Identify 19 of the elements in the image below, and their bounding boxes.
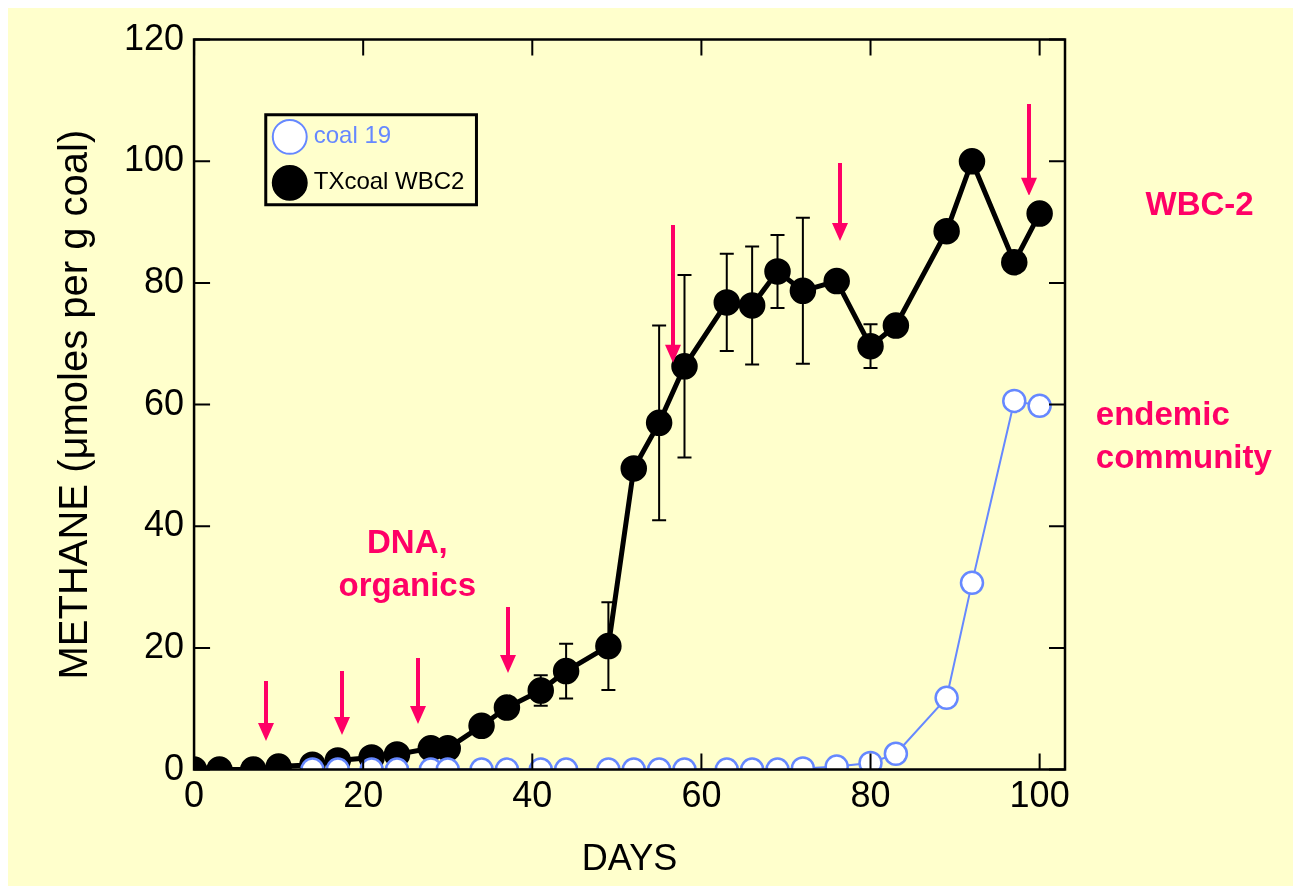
x-tick-label: 80 xyxy=(850,774,891,816)
text: WBC-2 xyxy=(1144,184,1255,225)
legend-label: coal 19 xyxy=(313,121,392,149)
legend-label: TXcoal WBC2 xyxy=(313,167,465,195)
x-axis-title: DAYS xyxy=(581,837,678,879)
y-tick-label: 20 xyxy=(144,624,185,666)
x-tick-label: 100 xyxy=(1009,774,1070,816)
y-tick-label: 40 xyxy=(144,503,185,545)
x-tick-label: 40 xyxy=(512,774,553,816)
y-tick-label: 60 xyxy=(144,381,185,423)
text: endemic community xyxy=(1095,394,1273,477)
y-axis-title: METHANE (μmoles per g coal) xyxy=(51,129,96,680)
y-tick-label: 0 xyxy=(164,746,185,788)
y-tick-label: 120 xyxy=(123,16,185,58)
y-tick-label: 100 xyxy=(123,138,185,180)
x-tick-label: 20 xyxy=(343,774,384,816)
x-tick-label: 60 xyxy=(681,774,722,816)
y-tick-label: 80 xyxy=(144,259,185,301)
annotation: DNA, organics xyxy=(337,521,478,605)
